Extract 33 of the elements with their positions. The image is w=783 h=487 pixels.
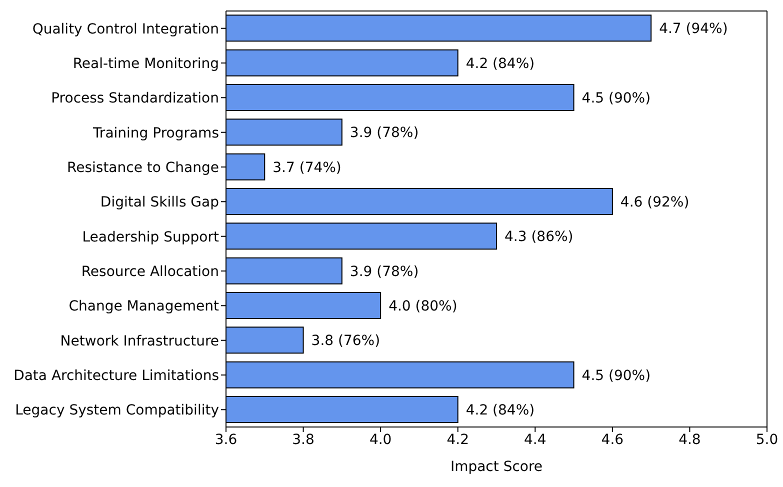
y-tick-label: Legacy System Compatibility	[15, 402, 219, 419]
y-tick-label: Network Infrastructure	[60, 333, 219, 350]
x-tick-label: 4.4	[524, 432, 546, 448]
y-tick-label: Resistance to Change	[67, 160, 219, 176]
data-label: 4.0 (80%)	[388, 298, 458, 314]
data-label: 3.9 (78%)	[350, 264, 419, 280]
y-tick-label: Change Management	[68, 298, 220, 315]
y-tick-label: Leadership Support	[82, 229, 220, 246]
data-label: 4.2 (84%)	[466, 402, 535, 418]
y-tick-label: Process Standardization	[51, 90, 219, 107]
data-label: 4.5 (90%)	[582, 368, 651, 384]
x-tick-label: 4.8	[678, 432, 701, 448]
x-tick-label: 3.8	[292, 432, 314, 448]
data-label: 3.7 (74%)	[272, 160, 342, 176]
data-label: 4.2 (84%)	[466, 56, 535, 72]
data-label: 4.3 (86%)	[504, 229, 574, 246]
y-tick-label: Training Programs	[92, 125, 219, 142]
data-label: 3.9 (78%)	[350, 125, 419, 142]
x-axis-title: Impact Score	[450, 459, 543, 475]
data-label: 4.6 (92%)	[620, 194, 690, 210]
data-label: 4.5 (90%)	[582, 90, 651, 106]
x-tick-label: 4.6	[601, 432, 624, 448]
x-tick-label: 5.0	[756, 432, 778, 448]
x-tick-label: 4.0	[369, 432, 392, 448]
y-tick-label: Digital Skills Gap	[100, 194, 220, 211]
y-tick-label: Quality Control Integration	[32, 21, 219, 38]
y-tick-label: Resource Allocation	[81, 264, 219, 280]
data-label: 4.7 (94%)	[659, 21, 728, 38]
y-tick-label: Real-time Monitoring	[72, 56, 219, 72]
x-tick-label: 3.6	[214, 432, 238, 448]
x-tick-label: 4.2	[446, 432, 469, 448]
data-label: 3.8 (76%)	[311, 333, 380, 350]
y-tick-label: Data Architecture Limitations	[14, 368, 219, 384]
